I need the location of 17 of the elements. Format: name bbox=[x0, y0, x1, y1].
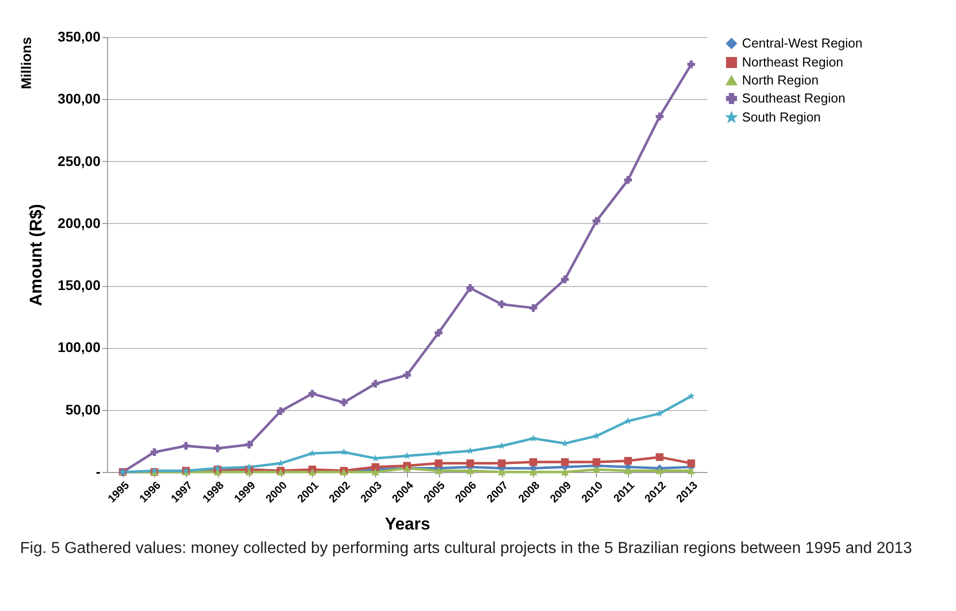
caption: Fig. 5 Gathered values: money collected by performing arts cultural projects in the 5 Brazilian regions between 1995 and 2013 bbox=[20, 540, 914, 558]
legend-label: Central-West Region bbox=[742, 36, 862, 50]
y-axis-title: Amount (R$) bbox=[26, 204, 46, 306]
y-tick-label: 350,00 bbox=[58, 28, 101, 44]
y-tick-label: 100,00 bbox=[58, 339, 101, 356]
y-tick-label: 200,00 bbox=[58, 214, 101, 231]
y-tick-label: 50,00 bbox=[65, 401, 101, 418]
x-axis-title: Years bbox=[384, 514, 430, 534]
y-tick-label: 250,00 bbox=[58, 152, 101, 169]
y-tick-label: 150,00 bbox=[58, 277, 101, 294]
y-tick-label: - bbox=[96, 464, 101, 480]
legend-label: Southeast Region bbox=[742, 90, 846, 106]
legend-label: South Region bbox=[742, 110, 821, 124]
y-tick-label: 300,00 bbox=[58, 90, 101, 107]
text: Millions bbox=[18, 36, 34, 90]
legend-label: North Region bbox=[742, 72, 819, 88]
legend-label: Northeast Region bbox=[742, 54, 844, 70]
